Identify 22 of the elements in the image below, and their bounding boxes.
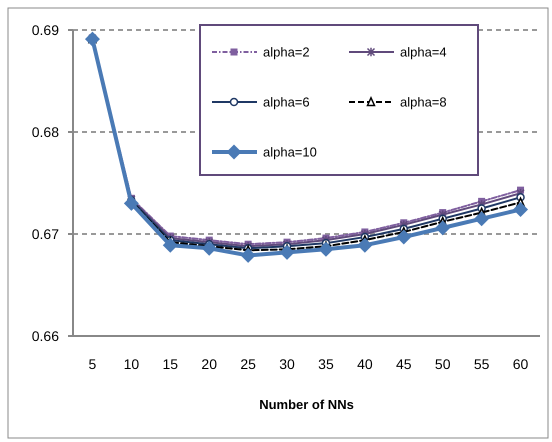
- x-tick-label: 45: [396, 356, 412, 372]
- x-tick-label: 5: [88, 356, 97, 372]
- legend-label: alpha=8: [400, 94, 447, 110]
- legend-label: alpha=10: [263, 144, 317, 160]
- x-axis-title: Number of NNs: [259, 397, 354, 412]
- x-tick-label: 10: [124, 356, 140, 372]
- x-tick-label: 40: [357, 356, 373, 372]
- legend-label: alpha=6: [263, 94, 310, 110]
- x-tick-label: 15: [162, 356, 178, 372]
- y-tick-label: 0.67: [32, 226, 60, 242]
- y-tick-label: 0.68: [32, 124, 60, 140]
- x-tick-label: 25: [240, 356, 256, 372]
- x-tick-label: 20: [201, 356, 218, 372]
- legend-label: alpha=4: [400, 44, 447, 60]
- x-tick-label: 50: [434, 356, 451, 372]
- y-tick-label: 0.69: [32, 22, 60, 38]
- y-tick-label: 0.66: [32, 328, 60, 344]
- x-tick-label: 55: [474, 356, 490, 372]
- x-tick-label: 35: [318, 356, 334, 372]
- x-tick-label: 60: [512, 356, 529, 372]
- legend-label: alpha=2: [263, 44, 310, 60]
- x-tick-label: 30: [279, 356, 296, 372]
